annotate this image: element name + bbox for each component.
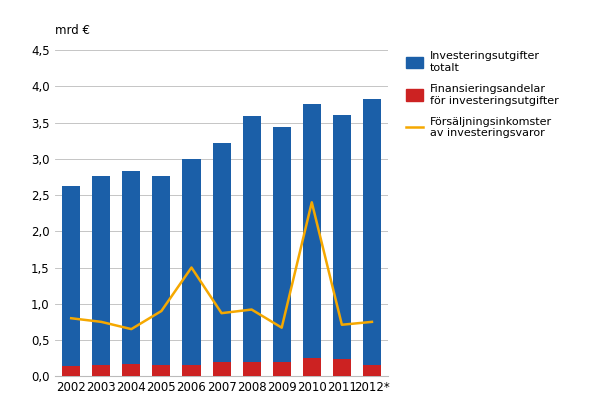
Bar	[92, 365, 110, 376]
Bar	[152, 364, 171, 376]
Bar	[152, 176, 171, 376]
Bar	[183, 364, 200, 376]
Text: mrd €: mrd €	[55, 24, 90, 37]
Bar	[243, 362, 260, 376]
Bar	[122, 171, 140, 376]
Bar	[122, 364, 140, 376]
Bar	[363, 99, 381, 376]
Bar	[212, 143, 231, 376]
Bar	[303, 104, 321, 376]
Bar	[363, 365, 381, 376]
Bar	[212, 362, 231, 376]
Bar	[92, 176, 110, 376]
Bar	[333, 115, 351, 376]
Legend: Investeringsutgifter
totalt, Finansieringsandelar
för investeringsutgifter, Förs: Investeringsutgifter totalt, Finansierin…	[402, 47, 563, 143]
Bar	[183, 159, 200, 376]
Bar	[62, 366, 80, 376]
Bar	[273, 362, 291, 376]
Bar	[243, 116, 260, 376]
Bar	[333, 359, 351, 376]
Bar	[62, 186, 80, 376]
Bar	[303, 358, 321, 376]
Bar	[273, 127, 291, 376]
